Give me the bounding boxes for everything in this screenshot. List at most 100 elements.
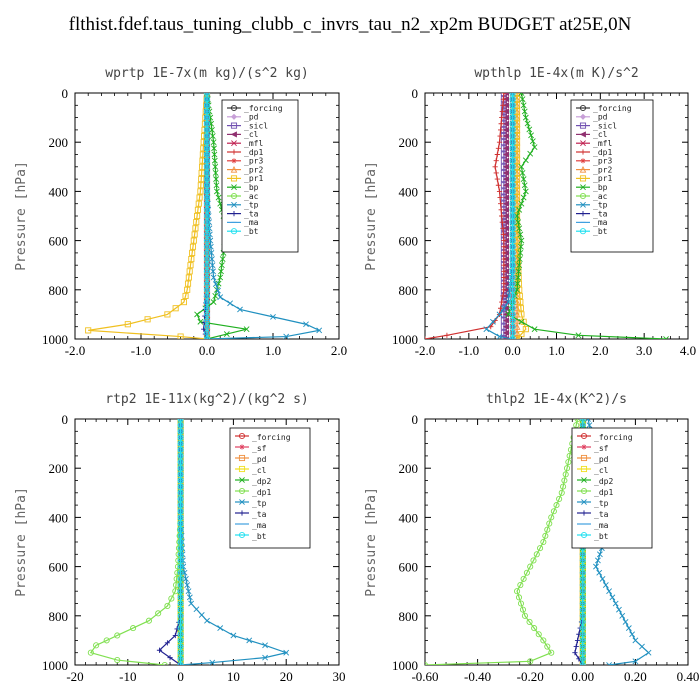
series-tp-point [182,575,189,582]
chart-title: wpthlp 1E-4x(m K)/s^2 [474,66,638,81]
series-pr1-point [198,176,205,183]
series-tp-point [622,619,629,625]
series-bt-point [509,249,516,256]
series-bt-point [579,419,586,423]
series-bt-point [203,96,211,103]
series-pr1-point [185,274,192,281]
series-bt-point [509,225,516,232]
series-dp1-point [565,458,572,466]
series-cl-point [502,151,509,158]
series-bp-point [575,332,582,339]
series-bt-point [509,139,516,146]
series-bp-point [531,144,538,151]
series-cl-point [502,231,509,238]
series-cl-point [502,126,509,133]
chart-panel-3: rtp2 1E-11x(kg^2)/(kg^2 s) Pressure [hPa]… [14,392,346,684]
series-tp-point [208,249,215,256]
series-tp-point [303,321,309,328]
y-tick-label: 400 [399,184,419,199]
x-tick-label: -1.0 [131,343,152,358]
legend-label-bt: _bt [244,227,259,236]
series-dp1-point [519,606,527,613]
series-cl-point [502,212,509,220]
series-cl-point [502,225,509,232]
y-tick-label: 800 [399,283,419,298]
series-dp1-point [560,483,567,490]
series-tp-point [316,327,323,334]
series-pr1-point [182,292,189,300]
series-bt-point [509,126,516,133]
series-bt-point [579,563,586,570]
series-cl-point [502,194,509,201]
series-cl-point [502,329,509,336]
series-bp-point [517,243,524,250]
series-bt-point [509,200,516,207]
series-bt-point [509,206,516,213]
series-bp-point [516,262,523,269]
series-tp-point [500,305,507,312]
series-tp-point [217,294,224,301]
legend-pr1-point [579,175,587,182]
series-bp-point [517,249,524,256]
series-bt-point [509,280,516,287]
series-dp1-point [521,612,528,619]
legend-label-sf: _sf [594,444,609,453]
series-bt-point [509,268,516,275]
series-bt-point [177,637,184,644]
series-bt-point [177,419,184,423]
series-bt-point [509,102,516,109]
legend-label-bp: _bp [593,183,608,192]
legend-ta-point [580,211,586,217]
series-dp1-point [501,238,507,244]
series-dp1-point [501,274,507,281]
series-bt-point [177,428,184,435]
series-tp-point [185,588,192,595]
series-tp-point [209,256,215,262]
series-bp-point [518,318,525,325]
x-tick-label: -2.0 [415,343,436,358]
series-dp1-point [548,649,555,656]
series-tp-point [262,654,268,661]
series-tp-point [186,594,193,601]
series-dp1-point [499,299,505,305]
chart-panel-2: wpthlp 1E-4x(m K)/s^2 Pressure [hPa] -2.0 -… [364,66,696,358]
y-tick-label: 0 [412,412,419,427]
series-dp1-point [496,139,503,145]
legend: _forcing_pd_sicl_cl_mfl_dp1_pr3_pr2_pr1_… [221,99,299,253]
series-bt-point [203,206,211,213]
series-tp-point [585,419,591,422]
series-dp1-point [550,508,557,515]
legend-label-ta: _ta [593,209,608,218]
series-pr1-point [192,225,199,232]
series-tp-point [625,625,632,632]
x-tick-label: -0.20 [517,669,544,684]
series-cl-point [502,120,509,127]
series-bt-point [203,262,211,269]
legend-bt-point [579,228,587,235]
series-dp1-point [561,477,568,484]
legend-label-cl: _cl [594,466,609,475]
series-tp-point [602,582,609,588]
legend-label-pd: _pd [594,455,609,464]
legend-dp1-point [580,149,586,155]
series-bt-point [177,520,184,527]
legend-label-pr3: _pr3 [593,157,612,166]
series-dp1-point [494,151,500,158]
legend-sicl-point [579,122,587,129]
series-cl-point [502,182,509,189]
series-bp-point [522,188,529,195]
series-bt-point [177,612,184,619]
series-tp-point [270,313,276,320]
series-tp-point [217,625,224,632]
series-bp-point [518,200,525,207]
series-dp1-point [498,127,504,133]
series-bp-point [516,206,523,213]
x-tick-label: -2.0 [65,343,86,358]
series-tp-point [204,617,210,624]
legend-label-bt: _bt [252,532,267,541]
legend-label-ta: _ta [594,510,609,519]
series-bp-point [218,262,225,269]
series-bp-point [528,132,534,139]
series-bt-point [203,292,211,300]
legend-label-sicl: _sicl [244,121,268,130]
